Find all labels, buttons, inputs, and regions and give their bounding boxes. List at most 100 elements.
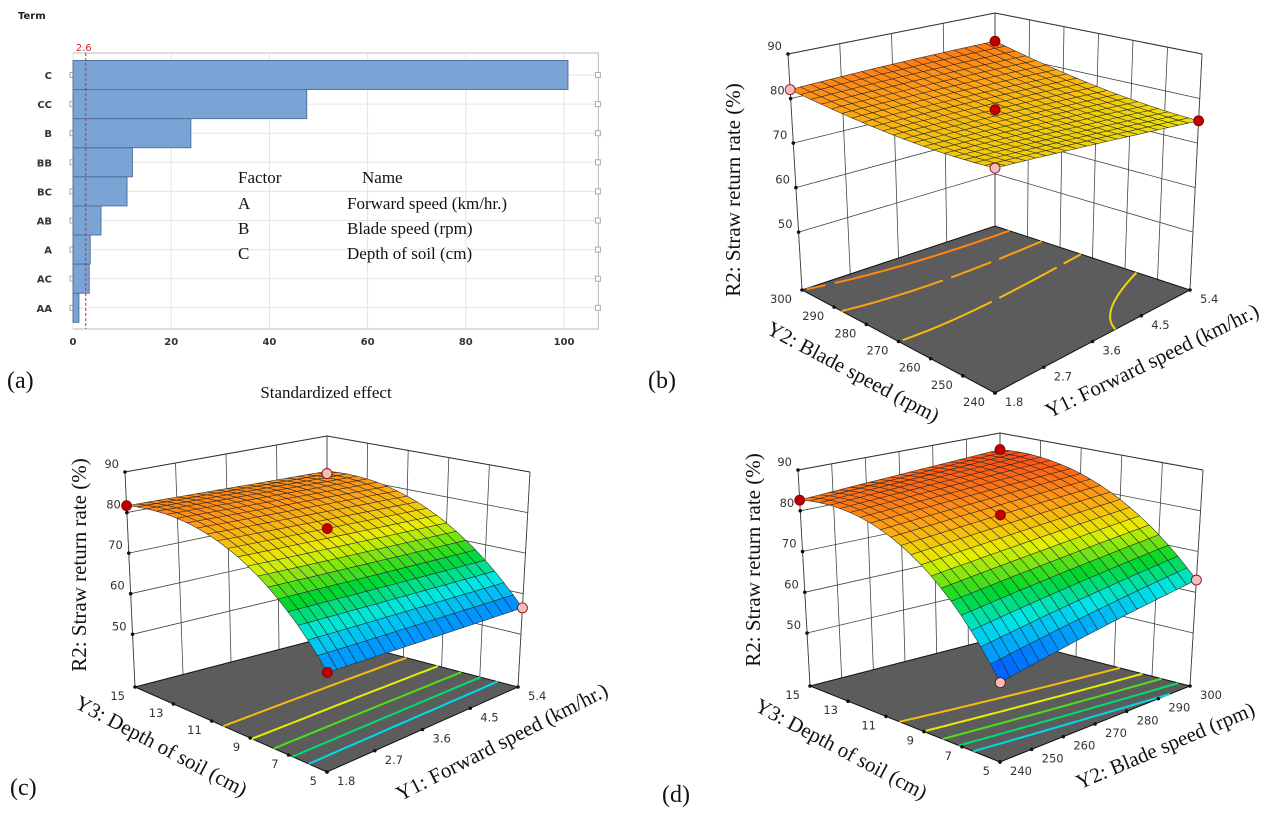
z-tick-label: 90 xyxy=(767,39,782,53)
bar-AB xyxy=(72,205,102,236)
row-marker-right xyxy=(594,275,601,282)
box-top-edge xyxy=(124,435,531,473)
x2-tick-mark xyxy=(516,685,520,689)
x2-tick-label: 280 xyxy=(1137,713,1159,727)
x2-tick-mark xyxy=(993,391,997,395)
z-tick-mark xyxy=(796,468,800,472)
x-tick-label: 40 xyxy=(262,337,276,348)
axis-ticks: 50 60 70 80 90 5 7 9 11 13 15 240 250 260 270 280 290 300 xyxy=(777,455,1222,778)
contour-lines xyxy=(806,229,1138,341)
x1-tick-mark xyxy=(884,714,888,719)
x2-tick-label: 1.8 xyxy=(1005,395,1023,409)
x1-tick-mark xyxy=(133,685,137,689)
bar-C xyxy=(72,60,569,90)
x1-tick-label: 15 xyxy=(110,689,125,703)
x2-tick-label: 270 xyxy=(1105,726,1127,740)
z-tick-mark xyxy=(800,549,805,554)
z-tick-mark xyxy=(786,52,790,56)
row-marker-right xyxy=(594,217,601,224)
z-axis-title-d: R2: Straw return rate (%) xyxy=(741,453,765,666)
category-label: AA xyxy=(37,304,53,315)
contour-lines xyxy=(899,666,1179,753)
box-top-edge xyxy=(787,12,1203,55)
factor-legend: Factor Name A Forward speed (km/hr.) B B… xyxy=(238,168,507,263)
design-point xyxy=(321,468,333,479)
x1-tick-label: 9 xyxy=(233,740,240,754)
z-tick-mark xyxy=(130,632,135,637)
x2-tick-mark xyxy=(325,770,329,774)
bar-CC xyxy=(72,89,308,120)
x2-tick-mark xyxy=(1090,339,1095,344)
x-tick-label: 100 xyxy=(554,337,575,348)
x2-tick-label: 5.4 xyxy=(528,689,546,703)
x1-tick-label: 11 xyxy=(861,718,876,732)
x2-tick-mark xyxy=(1041,365,1046,370)
z-tick-mark xyxy=(123,470,127,474)
legend-name: Depth of soil (cm) xyxy=(347,244,472,263)
z-tick-label: 90 xyxy=(104,457,119,471)
reference-line-label: 2.6 xyxy=(76,43,92,54)
x-tick-label: 60 xyxy=(361,337,375,348)
x1-tick-label: 240 xyxy=(963,395,985,409)
x1-tick-label: 280 xyxy=(834,326,856,340)
x2-tick-mark xyxy=(1188,288,1192,292)
x2-tick-mark xyxy=(420,727,425,732)
category-label: AC xyxy=(37,275,52,286)
design-point xyxy=(989,162,1001,174)
row-marker-right xyxy=(594,159,601,166)
x1-tick-label: 9 xyxy=(907,734,914,748)
x1-tick-label: 5 xyxy=(983,764,990,778)
x1-tick-label: 270 xyxy=(867,344,889,358)
z-axis-title-b: R2: Straw return rate (%) xyxy=(721,83,745,296)
panel-label-c: (c) xyxy=(10,775,37,801)
z-tick-label: 90 xyxy=(777,455,792,469)
x1-tick-label: 7 xyxy=(271,757,278,771)
design-point xyxy=(784,84,796,96)
z-tick-mark xyxy=(805,631,809,635)
design-point xyxy=(989,104,1001,116)
y-axis-title: Term xyxy=(18,11,46,22)
surface-plot-c: 50 60 70 80 90 5 7 9 11 13 15 1.8 2.7 3.6 4.5 5.4 xyxy=(104,435,546,788)
x1-tick-label: 290 xyxy=(802,309,824,323)
wall-gridline-x2 xyxy=(175,462,184,675)
contour-line-74 xyxy=(251,665,439,740)
x1-tick-mark xyxy=(800,288,804,292)
x1-tick-mark xyxy=(961,374,965,378)
row-marker-right xyxy=(594,130,601,137)
category-label: BB xyxy=(37,158,52,169)
z-tick-mark xyxy=(794,185,798,190)
x1-tick-mark xyxy=(286,753,291,757)
x1-tick-mark xyxy=(922,729,926,734)
x2-tick-label: 260 xyxy=(1073,739,1095,753)
x2-tick-label: 1.8 xyxy=(337,774,355,788)
z-tick-label: 50 xyxy=(112,619,127,633)
surface-plot-d: 50 60 70 80 90 5 7 9 11 13 15 240 250 260 270 280 290 300 xyxy=(777,432,1222,778)
x2-tick-label: 250 xyxy=(1042,751,1064,765)
legend-header-name: Name xyxy=(362,168,403,187)
z-tick-label: 50 xyxy=(778,217,793,231)
category-label: A xyxy=(44,246,52,257)
contour-line-70 xyxy=(942,677,1162,740)
surface-plot-b: 50 60 70 80 90 240 250 260 270 280 290 300 1.8 2.7 3.6… xyxy=(767,12,1218,409)
design-point xyxy=(989,35,1001,47)
x2-tick-label: 3.6 xyxy=(433,732,451,746)
x-axis-title: Standardized effect xyxy=(260,383,392,402)
x2-tick-label: 4.5 xyxy=(1151,318,1169,332)
z-tick-mark xyxy=(791,141,796,145)
x-tick-label: 20 xyxy=(164,337,178,348)
x1-tick-label: 11 xyxy=(187,723,202,737)
design-point xyxy=(1190,574,1202,586)
z-tick-mark xyxy=(126,551,131,555)
wall-gridline-x1 xyxy=(1157,47,1168,280)
bar-BB xyxy=(72,147,133,178)
z-tick-mark xyxy=(128,591,133,596)
contour-line-78 xyxy=(902,253,1082,341)
design-point xyxy=(1193,115,1205,127)
wall-gridline-x2 xyxy=(225,453,232,663)
contour-line-80 xyxy=(841,240,1042,313)
z-tick-mark xyxy=(798,508,803,513)
z-tick-label: 60 xyxy=(775,173,790,187)
x-tick-label: 0 xyxy=(70,337,77,348)
bar-B xyxy=(72,118,192,149)
